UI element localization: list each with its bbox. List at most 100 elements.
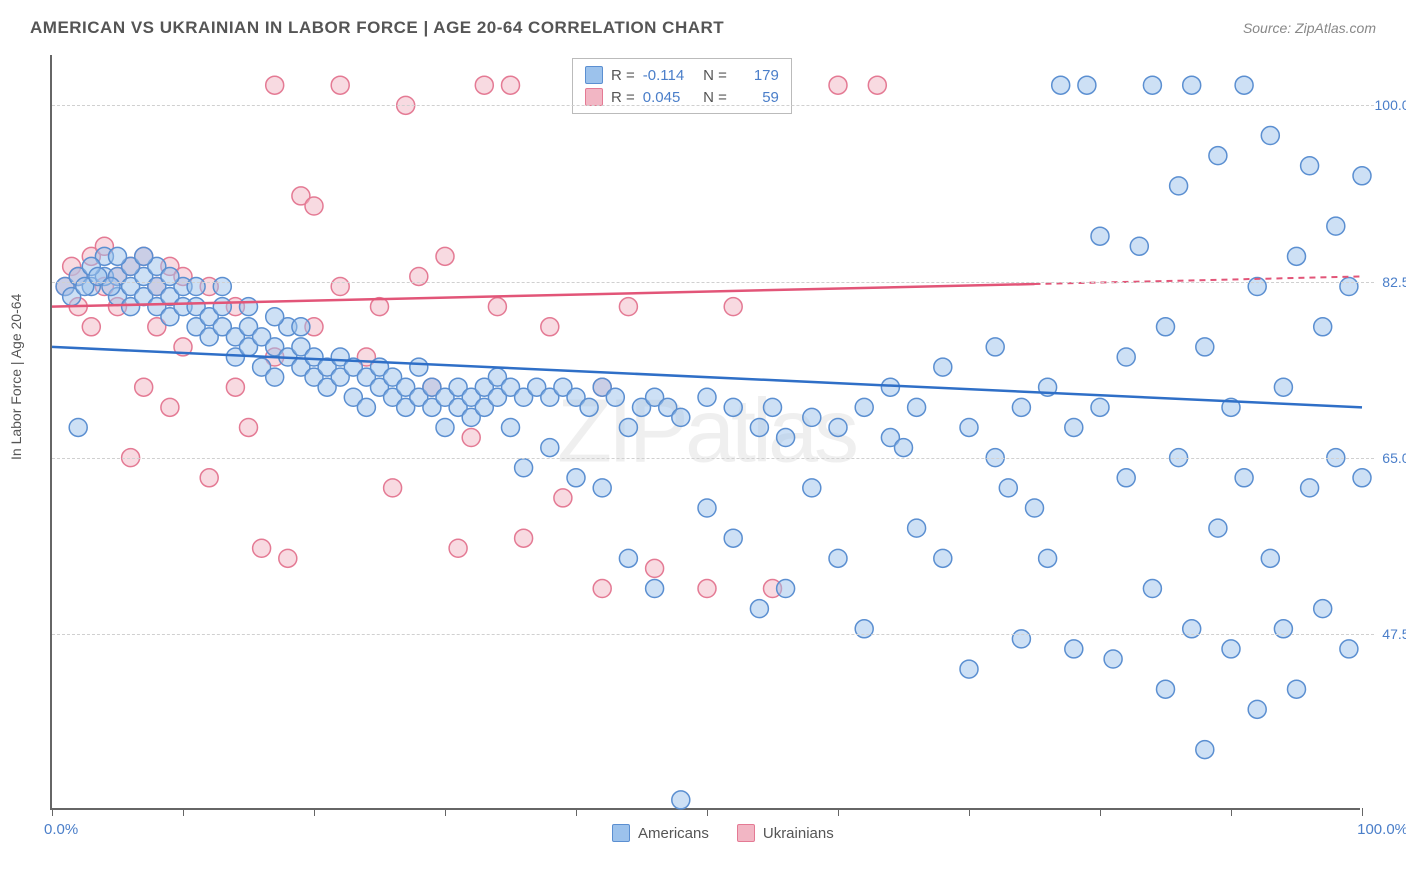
data-point [1117,348,1135,366]
data-point [436,418,454,436]
data-point [109,247,127,265]
data-point [1222,640,1240,658]
data-point [187,278,205,296]
data-point [554,489,572,507]
data-point [593,580,611,598]
data-point [750,600,768,618]
legend-item: Ukrainians [737,824,834,842]
data-point [619,549,637,567]
data-point [1104,650,1122,668]
x-tick [1100,808,1101,816]
data-point [1353,469,1371,487]
data-point [1196,338,1214,356]
x-tick [314,808,315,816]
gridline [52,105,1374,106]
data-point [69,418,87,436]
data-point [1183,76,1201,94]
gridline [52,634,1374,635]
data-point [1340,278,1358,296]
source-label: Source: ZipAtlas.com [1243,20,1376,36]
data-point [1301,479,1319,497]
x-axis-min-label: 0.0% [44,821,78,838]
data-point [331,278,349,296]
legend-row: R =-0.114 N =179 [585,64,779,86]
series-legend: Americans Ukrainians [612,824,834,842]
data-point [357,398,375,416]
data-point [829,76,847,94]
x-tick [1362,808,1363,816]
data-point [515,459,533,477]
data-point [619,418,637,436]
data-point [266,368,284,386]
data-point [895,439,913,457]
trend-line-dashed [1035,276,1363,284]
data-point [1039,549,1057,567]
data-point [1274,378,1292,396]
data-point [1091,398,1109,416]
data-point [436,247,454,265]
data-point [868,76,886,94]
data-point [646,580,664,598]
data-point [1012,398,1030,416]
data-point [1196,741,1214,759]
data-point [488,298,506,316]
y-axis-label: In Labor Force | Age 20-64 [8,294,24,460]
data-point [1248,278,1266,296]
data-point [1183,620,1201,638]
x-tick [183,808,184,816]
data-point [1235,469,1253,487]
r-value: 0.045 [643,89,687,106]
data-point [855,398,873,416]
data-point [1248,700,1266,718]
data-point [135,247,153,265]
y-tick-label: 47.5% [1382,626,1406,642]
n-label: N = [695,67,727,84]
data-point [1026,499,1044,517]
data-point [82,318,100,336]
data-point [698,388,716,406]
data-point [1170,177,1188,195]
x-tick [445,808,446,816]
data-point [829,549,847,567]
legend-label: Ukrainians [763,825,834,842]
data-point [777,580,795,598]
data-point [724,529,742,547]
legend-item: Americans [612,824,709,842]
data-point [1301,157,1319,175]
data-point [240,298,258,316]
data-point [908,519,926,537]
gridline [52,282,1374,283]
data-point [1314,600,1332,618]
data-point [960,418,978,436]
x-tick [969,808,970,816]
data-point [541,318,559,336]
r-label: R = [611,67,635,84]
x-tick [576,808,577,816]
data-point [1353,167,1371,185]
data-point [1340,640,1358,658]
data-point [593,479,611,497]
data-point [1117,469,1135,487]
legend-swatch [612,824,630,842]
data-point [541,439,559,457]
data-point [1157,680,1175,698]
x-tick [52,808,53,816]
scatter-svg [52,55,1362,810]
data-point [764,398,782,416]
data-point [672,791,690,809]
data-point [646,559,664,577]
r-value: -0.114 [643,67,687,84]
data-point [213,278,231,296]
data-point [1157,318,1175,336]
data-point [724,298,742,316]
data-point [750,418,768,436]
data-point [410,267,428,285]
x-tick [838,808,839,816]
chart-plot-area: ZIPatlas R =-0.114 N =179R =0.045 N =59 … [50,55,1360,810]
y-tick-label: 65.0% [1382,450,1406,466]
data-point [1288,247,1306,265]
data-point [580,398,598,416]
legend-swatch [585,66,603,84]
data-point [1235,76,1253,94]
data-point [934,358,952,376]
